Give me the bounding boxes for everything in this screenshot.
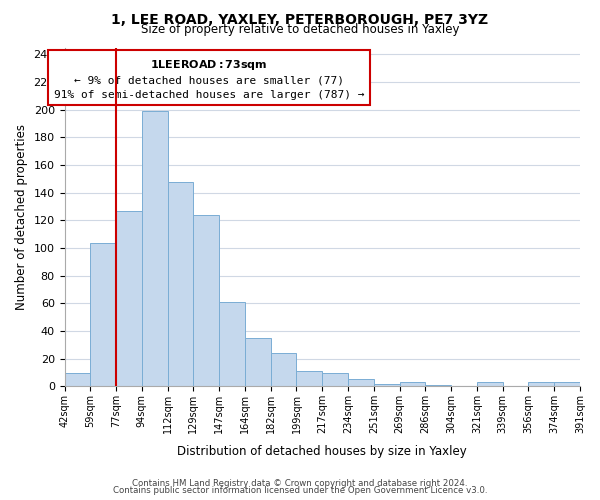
Y-axis label: Number of detached properties: Number of detached properties bbox=[15, 124, 28, 310]
Bar bbox=[65, 372, 91, 386]
Text: 1, LEE ROAD, YAXLEY, PETERBOROUGH, PE7 3YZ: 1, LEE ROAD, YAXLEY, PETERBOROUGH, PE7 3… bbox=[112, 12, 488, 26]
X-axis label: Distribution of detached houses by size in Yaxley: Distribution of detached houses by size … bbox=[178, 444, 467, 458]
Text: Contains HM Land Registry data © Crown copyright and database right 2024.: Contains HM Land Registry data © Crown c… bbox=[132, 478, 468, 488]
Bar bbox=[271, 353, 296, 386]
Bar bbox=[167, 182, 193, 386]
Bar bbox=[322, 372, 348, 386]
Text: Contains public sector information licensed under the Open Government Licence v3: Contains public sector information licen… bbox=[113, 486, 487, 495]
Bar bbox=[142, 111, 167, 386]
Bar bbox=[554, 382, 580, 386]
Bar bbox=[296, 371, 322, 386]
Bar bbox=[245, 338, 271, 386]
Bar bbox=[348, 380, 374, 386]
Text: $\bf{1 LEE ROAD: 73sqm}$
← 9% of detached houses are smaller (77)
91% of semi-de: $\bf{1 LEE ROAD: 73sqm}$ ← 9% of detache… bbox=[53, 58, 364, 100]
Bar bbox=[374, 384, 400, 386]
Bar bbox=[400, 382, 425, 386]
Bar bbox=[425, 385, 451, 386]
Bar bbox=[116, 210, 142, 386]
Bar bbox=[193, 215, 219, 386]
Bar bbox=[477, 382, 503, 386]
Text: Size of property relative to detached houses in Yaxley: Size of property relative to detached ho… bbox=[141, 22, 459, 36]
Bar bbox=[91, 242, 116, 386]
Bar bbox=[219, 302, 245, 386]
Bar bbox=[529, 382, 554, 386]
